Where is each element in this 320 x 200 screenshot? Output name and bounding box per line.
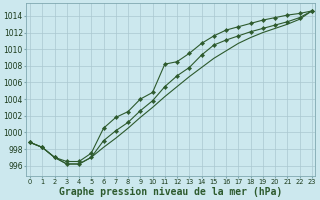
X-axis label: Graphe pression niveau de la mer (hPa): Graphe pression niveau de la mer (hPa) [59, 186, 283, 197]
